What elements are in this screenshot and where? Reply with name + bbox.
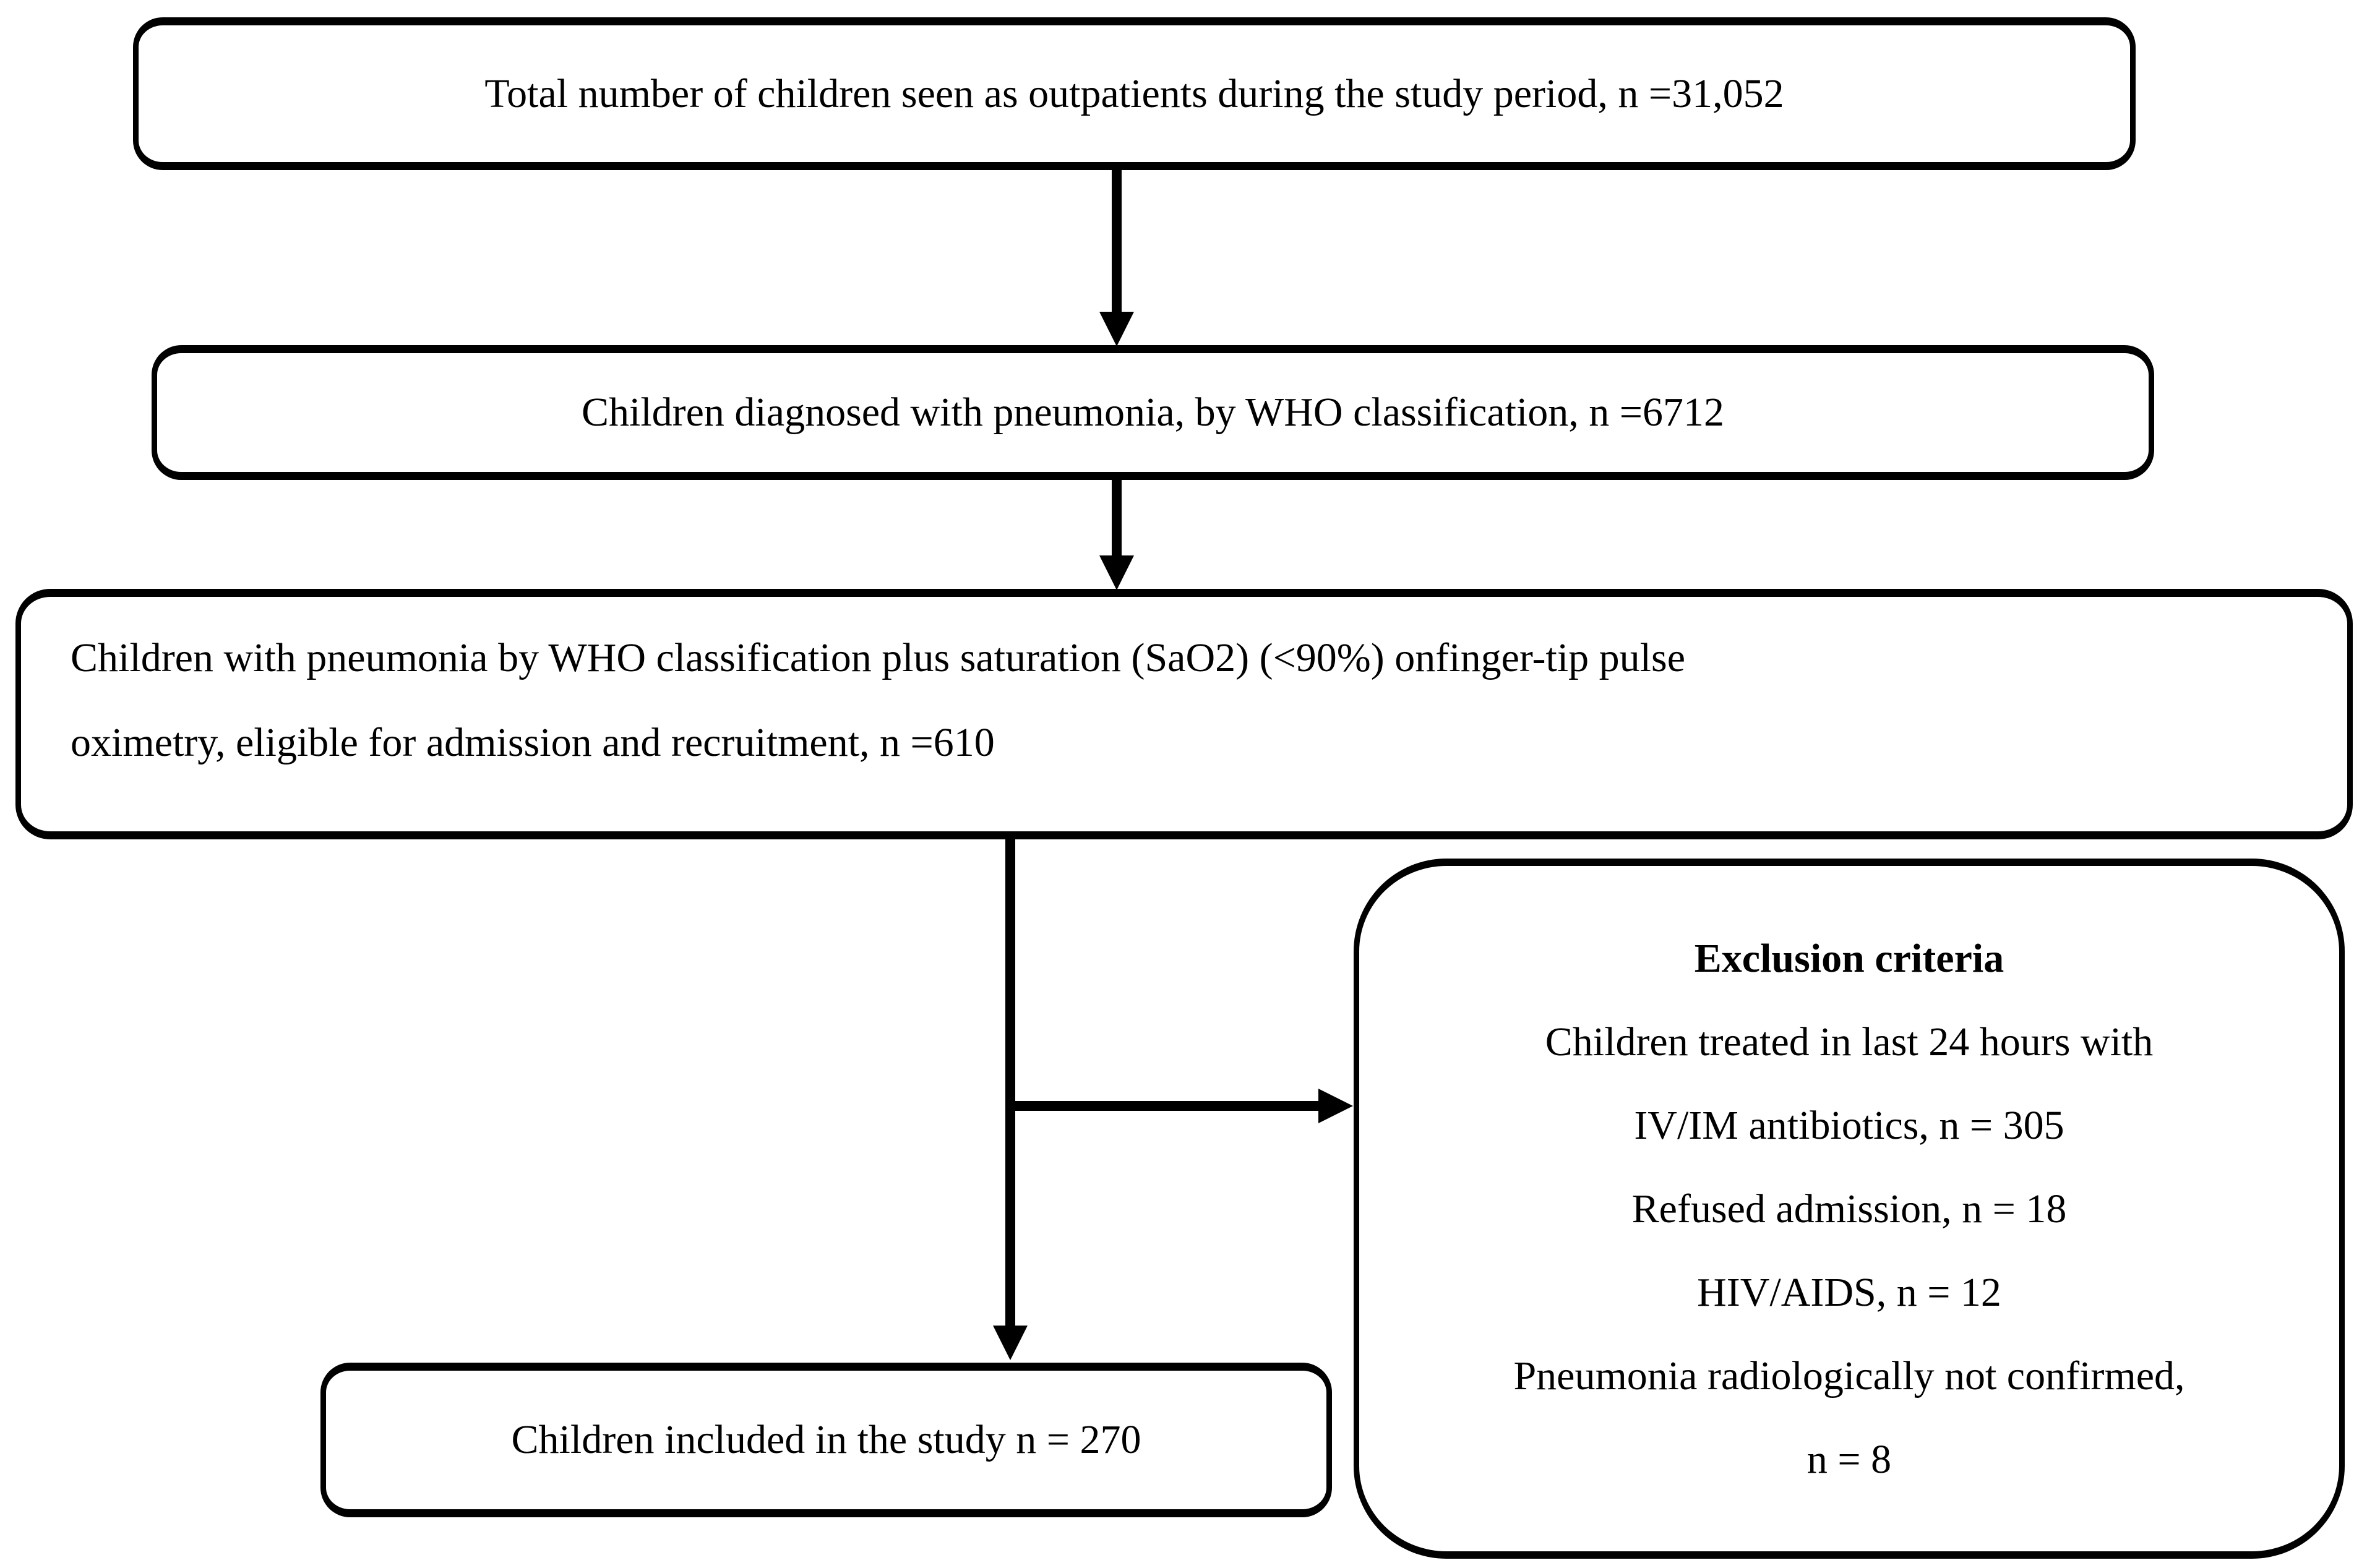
exclusion-criteria-line-1: Children treated in last 24 hours with [1545,1019,2154,1065]
box-eligible-pneumonia: Children with pneumonia by WHO classific… [15,589,2353,839]
box-eligible-pneumonia-line-2: oximetry, eligible for admission and rec… [71,720,995,765]
arrow-eligible-to-included-shaft [1005,834,1015,1327]
box-exclusion-criteria: Exclusion criteria Children treated in l… [1354,859,2345,1559]
arrow-total-to-pneumonia-shaft [1112,162,1122,312]
box-who-pneumonia-text: Children diagnosed with pneumonia, by WH… [581,390,1725,435]
exclusion-criteria-line-2: IV/IM antibiotics, n = 305 [1634,1103,2064,1148]
arrow-eligible-to-included-arrowhead-icon [993,1326,1028,1360]
exclusion-criteria-line-4: HIV/AIDS, n = 12 [1697,1270,2001,1315]
arrow-total-to-pneumonia-arrowhead-icon [1099,312,1134,346]
exclusion-criteria-line-5: Pneumonia radiologically not confirmed, [1513,1353,2185,1399]
exclusion-criteria-line-6: n = 8 [1806,1437,1892,1482]
box-included-in-study-text: Children included in the study n = 270 [511,1417,1141,1462]
arrow-eligible-to-exclusion-shaft [1010,1101,1321,1111]
box-eligible-pneumonia-line-1: Children with pneumonia by WHO classific… [71,635,1685,680]
box-included-in-study: Children included in the study n = 270 [320,1363,1332,1517]
arrow-eligible-to-exclusion-arrowhead-icon [1318,1089,1353,1123]
arrow-pneumonia-to-eligible-shaft [1112,473,1122,558]
exclusion-criteria-line-3: Refused admission, n = 18 [1631,1186,2067,1232]
box-who-pneumonia: Children diagnosed with pneumonia, by WH… [152,345,2154,480]
exclusion-criteria-title: Exclusion criteria [1694,936,2004,981]
box-total-outpatients: Total number of children seen as outpati… [133,17,2136,170]
box-total-outpatients-text: Total number of children seen as outpati… [484,71,1784,116]
arrow-pneumonia-to-eligible-arrowhead-icon [1099,555,1134,590]
